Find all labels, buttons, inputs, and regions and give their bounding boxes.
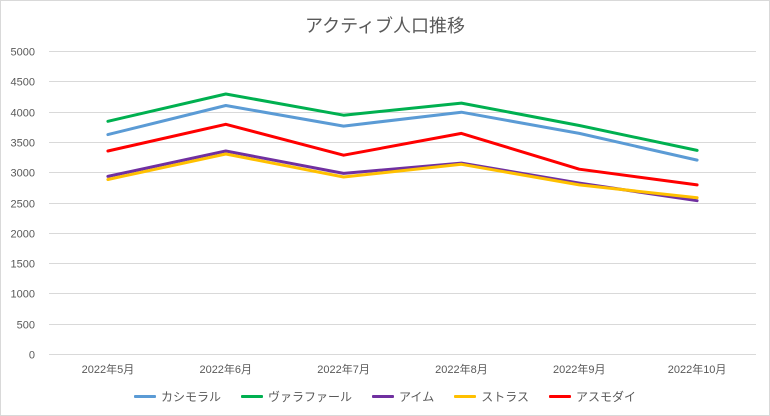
series-line (106, 152, 699, 200)
legend-label: ストラス (481, 390, 529, 404)
legend-swatch (548, 395, 571, 398)
y-tick-label: 1000 (11, 289, 35, 301)
y-tick-label: 2000 (11, 229, 35, 241)
chart-title: アクティブ人口推移 (304, 16, 466, 37)
series-line (106, 92, 699, 152)
legend-label: カシモラル (161, 390, 222, 404)
y-tick-label: 3000 (11, 168, 35, 180)
legend-label: ヴァラファール (268, 390, 353, 404)
gridlines (49, 51, 756, 355)
y-tick-label: 4000 (11, 108, 35, 120)
legend-item: アイム (372, 388, 434, 405)
legend-item: アスモダイ (548, 388, 636, 405)
x-axis-ticks: 2022年5月 2022年6月 2022年7月 2022年8月 2022年9月 2022年… (82, 362, 727, 376)
legend-swatch (134, 395, 156, 398)
series-line (106, 149, 699, 203)
y-axis-ticks: 0 500 1000 1500 2000 2500 3000 3500 4000 4500 5000 (11, 47, 35, 362)
y-tick-label: 1500 (11, 259, 35, 271)
legend-swatch (454, 395, 477, 398)
legend: カシモラル ヴァラファール アイム ストラス アスモダイ (1, 388, 769, 405)
legend-item: ストラス (454, 388, 529, 405)
legend-label: アイム (399, 390, 435, 404)
x-tick-label: 2022年8月 (435, 362, 488, 376)
legend-swatch (372, 395, 395, 398)
y-tick-label: 5000 (11, 47, 35, 59)
legend-item: ヴァラファール (241, 388, 352, 405)
x-tick-label: 2022年6月 (199, 362, 252, 376)
series-line (106, 122, 699, 187)
legend-swatch (241, 395, 264, 398)
y-tick-label: 2500 (11, 199, 35, 211)
series-lines (106, 92, 699, 203)
legend-item: カシモラル (134, 388, 221, 405)
y-tick-label: 4500 (11, 77, 35, 89)
x-tick-label: 2022年7月 (317, 362, 370, 376)
y-tick-label: 3500 (11, 138, 35, 150)
y-tick-label: 0 (29, 350, 35, 362)
legend-label: アスモダイ (575, 390, 636, 404)
x-tick-label: 2022年9月 (553, 362, 606, 376)
series-line (106, 104, 699, 162)
y-tick-label: 500 (17, 320, 35, 332)
x-tick-label: 2022年10月 (668, 362, 727, 376)
x-tick-label: 2022年5月 (82, 362, 135, 376)
